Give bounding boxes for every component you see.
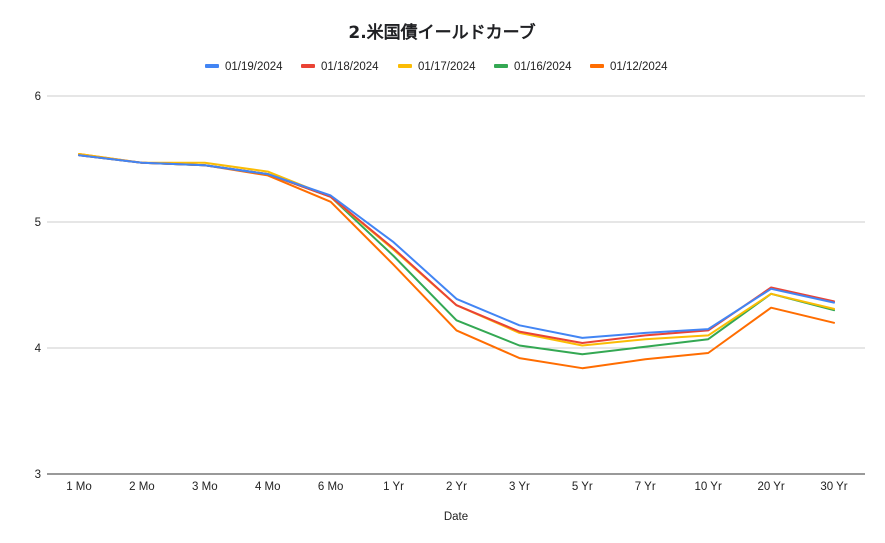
x-tick-label: 5 Yr	[572, 481, 593, 493]
series-line[interactable]	[78, 153, 835, 347]
legend-swatch	[301, 64, 315, 68]
series-line[interactable]	[78, 154, 835, 339]
legend-swatch	[398, 64, 412, 68]
legend-swatch	[205, 64, 219, 68]
legend-label: 01/16/2024	[514, 61, 572, 73]
legend-swatch	[494, 64, 508, 68]
legend-label: 01/19/2024	[225, 61, 283, 73]
x-tick-label: 4 Mo	[255, 481, 281, 493]
series-line[interactable]	[78, 153, 835, 370]
x-tick-label: 7 Yr	[635, 481, 656, 493]
chart-title: 2.米国債イールドカーブ	[348, 22, 535, 43]
series-line[interactable]	[78, 154, 835, 356]
series-line[interactable]	[78, 154, 835, 344]
x-tick-label: 2 Yr	[446, 481, 467, 493]
x-tick-label: 2 Mo	[129, 481, 155, 493]
legend-label: 01/18/2024	[321, 61, 379, 73]
legend-label: 01/12/2024	[610, 61, 668, 73]
legend-item[interactable]: 01/18/2024	[301, 61, 379, 73]
y-tick-label: 6	[35, 91, 41, 103]
legend-label: 01/17/2024	[418, 61, 476, 73]
legend[interactable]: 01/19/2024 01/18/2024 01/17/2024 01/16/2024…	[205, 61, 668, 73]
x-tick-label: 3 Mo	[192, 481, 218, 493]
legend-item[interactable]: 01/16/2024	[494, 61, 572, 73]
gridlines	[47, 95, 865, 475]
legend-item[interactable]: 01/12/2024	[590, 61, 668, 73]
x-tick-label: 6 Mo	[318, 481, 344, 493]
series-lines[interactable]	[78, 153, 835, 370]
x-tick-label: 1 Yr	[383, 481, 404, 493]
x-axis-title: Date	[444, 511, 468, 523]
x-tick-label: 10 Yr	[695, 481, 722, 493]
y-tick-label: 3	[35, 469, 41, 481]
y-axis-ticks: 3 4 5 6	[35, 91, 42, 481]
legend-item[interactable]: 01/19/2024	[205, 61, 283, 73]
x-axis-ticks: 1 Mo 2 Mo 3 Mo 4 Mo 6 Mo 1 Yr 2 Yr 3 Yr 5 Yr 7 Yr…	[66, 481, 848, 493]
legend-item[interactable]: 01/17/2024	[398, 61, 476, 73]
x-tick-label: 30 Yr	[820, 481, 847, 493]
x-tick-label: 1 Mo	[66, 481, 92, 493]
x-tick-label: 3 Yr	[509, 481, 530, 493]
y-tick-label: 5	[35, 217, 41, 229]
x-tick-label: 20 Yr	[757, 481, 784, 493]
y-tick-label: 4	[35, 343, 42, 355]
legend-swatch	[590, 64, 604, 68]
